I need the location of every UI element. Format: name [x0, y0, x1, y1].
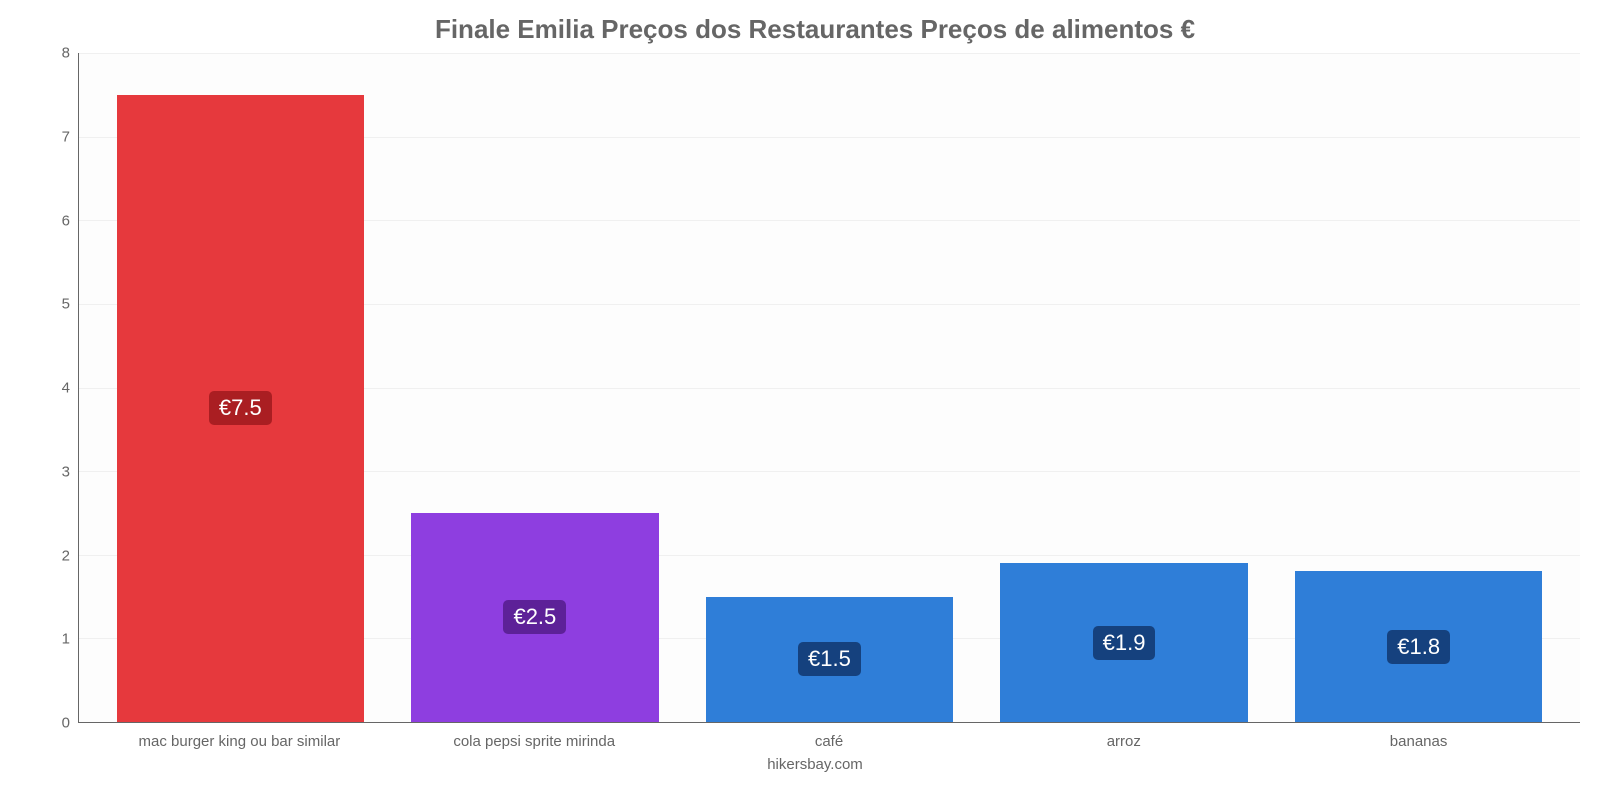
x-tick-label: bananas: [1271, 733, 1566, 750]
y-tick-label: 6: [62, 212, 70, 229]
bar: €1.8: [1295, 571, 1542, 722]
bar-value-label: €7.5: [209, 391, 272, 425]
chart-title: Finale Emilia Preços dos Restaurantes Pr…: [50, 10, 1580, 53]
attribution-text: hikersbay.com: [50, 756, 1580, 773]
x-tick-label: arroz: [976, 733, 1271, 750]
y-tick-label: 5: [62, 296, 70, 313]
y-tick-label: 8: [62, 45, 70, 62]
y-tick-label: 4: [62, 380, 70, 397]
bar-slot: €1.8: [1271, 53, 1566, 722]
y-tick-label: 1: [62, 631, 70, 648]
bar-value-label: €1.5: [798, 642, 861, 676]
bar: €2.5: [411, 513, 658, 722]
bar-slot: €1.5: [682, 53, 977, 722]
x-tick-label: cola pepsi sprite mirinda: [387, 733, 682, 750]
x-tick-label: café: [682, 733, 977, 750]
bar-value-label: €1.8: [1387, 630, 1450, 664]
bar-slot: €1.9: [977, 53, 1272, 722]
y-axis: 012345678: [50, 53, 78, 723]
plot-wrapper: 012345678 €7.5€2.5€1.5€1.9€1.8: [50, 53, 1580, 723]
y-tick-label: 3: [62, 463, 70, 480]
bar-slot: €2.5: [388, 53, 683, 722]
price-chart: Finale Emilia Preços dos Restaurantes Pr…: [0, 0, 1600, 800]
bar: €1.5: [706, 597, 953, 722]
bar-slot: €7.5: [93, 53, 388, 722]
y-tick-label: 7: [62, 128, 70, 145]
bar: €7.5: [117, 95, 364, 722]
bar-value-label: €1.9: [1093, 626, 1156, 660]
plot-area: €7.5 €2.5 €1.5 €1.9 €1.8: [78, 53, 1580, 723]
bar-value-label: €2.5: [503, 600, 566, 634]
x-tick-label: mac burger king ou bar similar: [92, 733, 387, 750]
y-tick-label: 0: [62, 715, 70, 732]
bar: €1.9: [1000, 563, 1247, 722]
x-axis: mac burger king ou bar similarcola pepsi…: [50, 733, 1580, 750]
y-tick-label: 2: [62, 547, 70, 564]
